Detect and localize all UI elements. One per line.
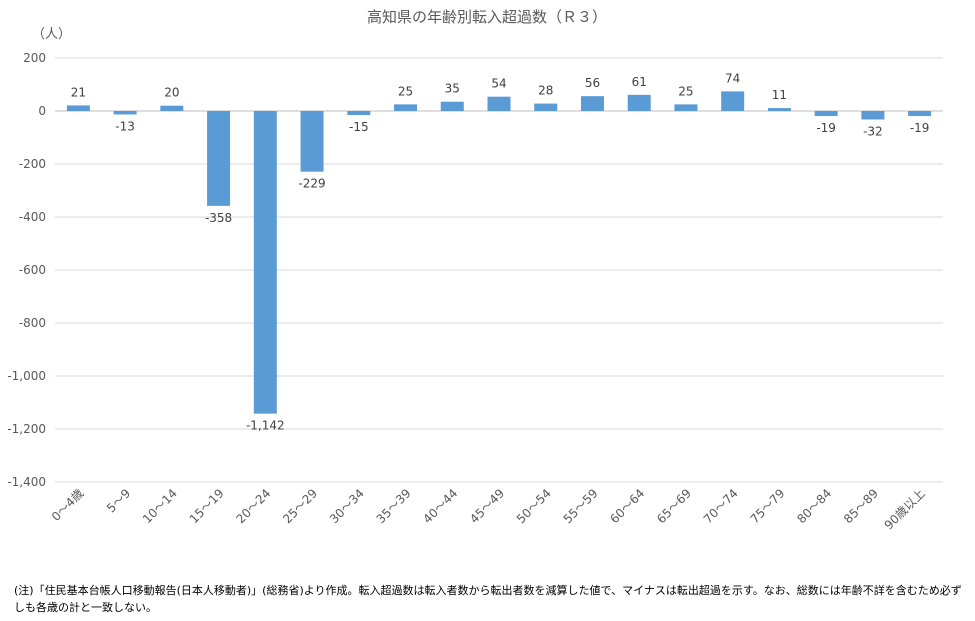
bar bbox=[908, 111, 932, 117]
x-tick-label: 75～79 bbox=[748, 486, 788, 526]
x-tick-label: 5～9 bbox=[104, 486, 133, 515]
bar bbox=[674, 104, 698, 111]
bar bbox=[394, 104, 418, 111]
bar bbox=[160, 105, 184, 111]
x-tick-label: 35～39 bbox=[374, 486, 414, 526]
x-tick-label: 85～89 bbox=[841, 486, 881, 526]
bar bbox=[66, 105, 90, 111]
y-axis-unit-label: （人） bbox=[32, 27, 71, 42]
x-tick-label: 80～84 bbox=[794, 486, 834, 526]
data-label: 74 bbox=[725, 71, 740, 85]
data-label: -229 bbox=[298, 177, 325, 191]
bar bbox=[300, 111, 324, 172]
bar bbox=[721, 91, 745, 111]
bar bbox=[767, 108, 791, 111]
x-tick-label: 45～49 bbox=[467, 486, 507, 526]
bar bbox=[487, 96, 511, 111]
data-label: -32 bbox=[863, 124, 883, 138]
x-tick-label: 90歳以上 bbox=[882, 486, 928, 532]
data-label: 61 bbox=[632, 75, 647, 89]
data-label: 56 bbox=[585, 76, 600, 90]
x-tick-label: 65～69 bbox=[654, 486, 694, 526]
x-tick-label: 0～4歳 bbox=[49, 486, 87, 524]
bar bbox=[534, 103, 558, 111]
y-tick-label: -1,400 bbox=[7, 475, 46, 489]
x-tick-label: 30～34 bbox=[327, 486, 367, 526]
data-label: 20 bbox=[164, 86, 179, 100]
x-tick-label: 10～14 bbox=[140, 486, 180, 526]
data-labels: 21 -13 20 -358 -1,142 -229 -15 25 35 54 28 56 61 25 74… bbox=[71, 71, 930, 432]
bars bbox=[66, 91, 932, 414]
y-tick-label: 200 bbox=[23, 51, 46, 65]
y-tick-label: -200 bbox=[19, 157, 46, 171]
bar bbox=[253, 111, 277, 414]
x-tick-label: 50～54 bbox=[514, 486, 554, 526]
data-label: 25 bbox=[398, 84, 413, 98]
x-tick-label: 55～59 bbox=[561, 486, 601, 526]
bar bbox=[347, 111, 371, 115]
y-axis-ticks: 200 0 -200 -400 -600 -800 -1,000 -1,200 -1,400 bbox=[7, 51, 46, 489]
x-tick-label: 20～24 bbox=[233, 486, 273, 526]
bar bbox=[207, 111, 231, 206]
y-tick-label: -400 bbox=[19, 210, 46, 224]
data-label: 21 bbox=[71, 85, 86, 99]
x-tick-label: 70～74 bbox=[701, 486, 741, 526]
gridlines bbox=[55, 57, 943, 483]
y-tick-label: -600 bbox=[19, 263, 46, 277]
footnote: (注)「住民基本台帳人口移動報告(日本人移動者)」(総務省)より作成。転入超過数… bbox=[14, 584, 962, 614]
data-label: -358 bbox=[205, 211, 232, 225]
data-label: 11 bbox=[772, 88, 787, 102]
bar bbox=[627, 94, 651, 111]
data-label: -1,142 bbox=[246, 419, 285, 433]
y-tick-label: 0 bbox=[38, 104, 46, 118]
bar bbox=[440, 101, 464, 111]
data-label: 35 bbox=[445, 82, 460, 96]
bar bbox=[580, 96, 604, 111]
data-label: -19 bbox=[910, 121, 930, 135]
y-tick-label: -1,200 bbox=[7, 422, 46, 436]
x-tick-label: 15～19 bbox=[187, 486, 227, 526]
bar bbox=[861, 111, 885, 120]
data-label: -13 bbox=[115, 119, 135, 133]
y-tick-label: -800 bbox=[19, 316, 46, 330]
bar bbox=[814, 111, 838, 117]
x-tick-label: 25～29 bbox=[280, 486, 320, 526]
data-label: -19 bbox=[816, 121, 836, 135]
data-label: 28 bbox=[538, 84, 553, 98]
x-axis-ticks: 0～4歳 5～9 10～14 15～19 20～24 25～29 30～34 35～39 40～… bbox=[49, 486, 928, 532]
data-label: 25 bbox=[678, 84, 693, 98]
chart-title: 高知県の年齢別転入超過数（Ｒ３） bbox=[367, 8, 607, 26]
bar bbox=[113, 111, 137, 115]
data-label: 54 bbox=[491, 77, 506, 91]
x-tick-label: 40～44 bbox=[420, 486, 460, 526]
x-tick-label: 60～64 bbox=[607, 486, 647, 526]
data-label: -15 bbox=[349, 120, 369, 134]
y-tick-label: -1,000 bbox=[7, 369, 46, 383]
